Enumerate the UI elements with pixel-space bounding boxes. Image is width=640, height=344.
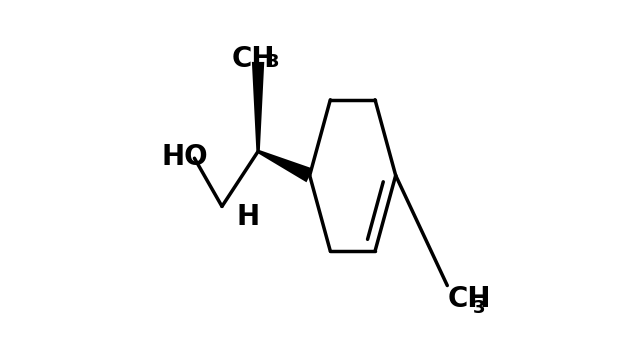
- Text: H: H: [236, 203, 259, 231]
- Text: 3: 3: [473, 299, 486, 317]
- Text: 3: 3: [267, 53, 279, 71]
- Text: HO: HO: [162, 142, 209, 171]
- Text: CH: CH: [447, 285, 491, 313]
- Polygon shape: [252, 62, 264, 151]
- Text: CH: CH: [231, 45, 275, 73]
- Polygon shape: [257, 150, 313, 182]
